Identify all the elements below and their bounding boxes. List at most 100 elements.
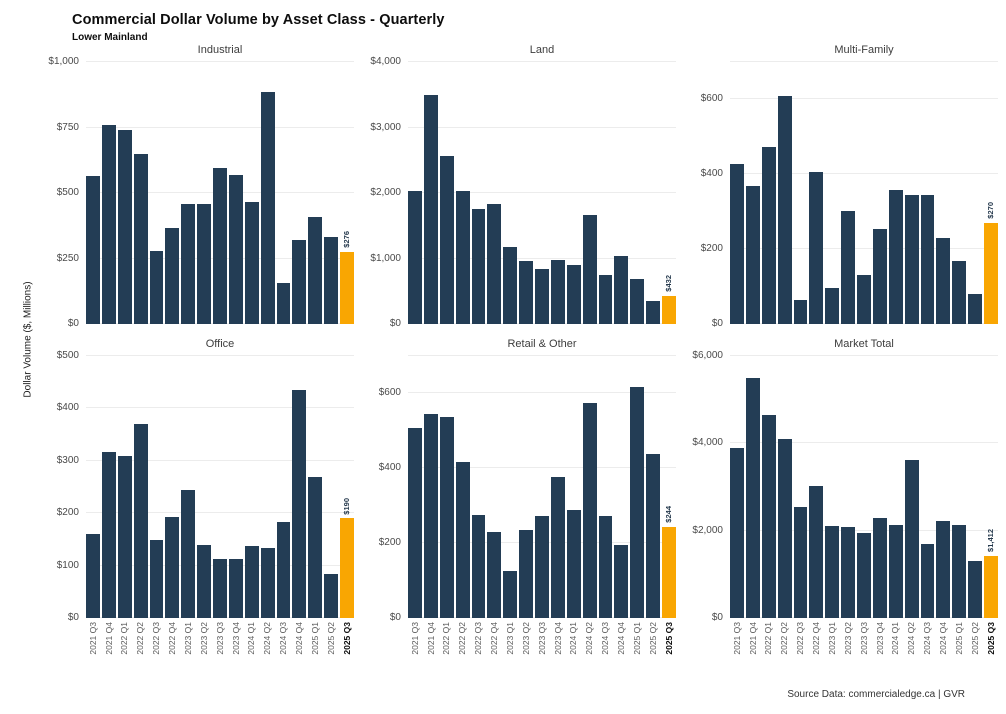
bar: [101, 452, 116, 618]
bar: [439, 156, 454, 324]
bar: [582, 215, 597, 324]
bar: [213, 559, 227, 618]
bar: [793, 300, 808, 324]
x-tick-label: 2024 Q1: [245, 622, 259, 680]
page-title: Commercial Dollar Volume by Asset Class …: [72, 12, 445, 28]
plot-area: $0 $1,000 $2,000 $3,000 $4,000 $432: [370, 57, 676, 329]
x-tick-text: 2024 Q4: [616, 622, 627, 655]
x-tick-text: 2023 Q1: [504, 622, 515, 655]
x-tick-label: 2025 Q3: [340, 622, 354, 680]
y-tick-label: $0: [711, 318, 723, 329]
x-tick-text: 2023 Q4: [230, 622, 241, 655]
bar: [614, 544, 629, 618]
chart-office: Office $0 $100 $200 $300 $400 $500 $190 2021 Q3 2…: [38, 338, 354, 680]
bar: [423, 414, 438, 618]
x-tick-text: 2022 Q4: [167, 622, 178, 655]
x-tick-label: 2024 Q2: [905, 622, 919, 680]
bar: [566, 510, 581, 618]
x-tick-label: 2024 Q4: [614, 622, 628, 680]
bar: [408, 191, 422, 324]
x-tick-label: 2024 Q3: [277, 622, 291, 680]
gridline: [86, 61, 354, 62]
x-tick-text: 2024 Q3: [278, 622, 289, 655]
bar: [455, 191, 470, 324]
gridline: [730, 248, 998, 250]
x-tick-label: 2023 Q1: [825, 622, 839, 680]
bar: [308, 477, 323, 618]
x-tick-label: 2022 Q1: [440, 622, 454, 680]
bar: [777, 438, 792, 618]
bar: [952, 524, 967, 618]
x-tick-label: 2022 Q2: [134, 622, 148, 680]
bar: [292, 389, 307, 618]
bar: [598, 274, 613, 324]
x-tick-text: 2022 Q2: [135, 622, 146, 655]
highlight-bar: $1,412: [984, 529, 998, 618]
x-tick-text: 2023 Q2: [842, 622, 853, 655]
chart-title-office: Office: [205, 338, 235, 350]
x-tick-label: 2025 Q3: [662, 622, 676, 680]
x-tick-text: 2022 Q3: [795, 622, 806, 655]
bar: [324, 573, 338, 618]
bar: [968, 294, 982, 324]
x-tick-label: 2024 Q3: [921, 622, 935, 680]
x-tick-text: 2024 Q3: [600, 622, 611, 655]
page-subtitle: Lower Mainland: [72, 32, 148, 43]
bar: [471, 514, 486, 618]
y-tick-label: $4,000: [692, 437, 723, 449]
chart-title-land: Land: [529, 44, 555, 56]
gridline: [730, 529, 998, 531]
bar: [630, 386, 645, 618]
bar-value-text: $244: [664, 506, 674, 523]
chart-title-multi-family: Multi-Family: [834, 44, 894, 56]
bar-value-label: $270: [984, 202, 998, 219]
x-tick-text: 2024 Q2: [584, 622, 595, 655]
bar: [857, 274, 871, 324]
gridline: [408, 192, 676, 193]
bar: [197, 545, 211, 618]
x-tick-text: 2023 Q4: [552, 622, 563, 655]
x-tick-text: 2022 Q1: [763, 622, 774, 655]
bar: [646, 301, 660, 324]
gridline: [408, 467, 676, 469]
y-tick-label: $4,000: [370, 56, 401, 67]
x-tick-text: 2022 Q2: [457, 622, 468, 655]
bar: [408, 427, 422, 618]
y-tick-label: $1,000: [370, 252, 401, 264]
bar-value-text: $270: [986, 202, 996, 219]
bar-value-text: $276: [342, 231, 352, 248]
plot-area: $0 $200 $400 $600 $244: [379, 355, 676, 623]
chart-land: Land $0 $1,000 $2,000 $3,000 $4,000 $432: [360, 44, 676, 329]
bar: [149, 250, 164, 324]
x-tick-label: 2025 Q1: [308, 622, 322, 680]
chart-market-total: Market Total $0 $2,000 $4,000 $6,000 $1,412 20…: [682, 338, 998, 680]
bars: $190: [86, 356, 354, 618]
plot-row: $0 $2,000 $4,000 $6,000 $1,412: [682, 351, 998, 623]
bar: [904, 460, 919, 618]
bar: [165, 517, 180, 618]
bar: [968, 561, 982, 618]
chart-header: Commercial Dollar Volume by Asset Class …: [72, 12, 445, 43]
x-axis-labels: 2021 Q3 2021 Q4 2022 Q1 2022 Q2 2022 Q3 2022 …: [360, 622, 676, 680]
bar: [872, 518, 887, 618]
bar: [582, 402, 597, 618]
x-tick-text: 2022 Q1: [441, 622, 452, 655]
x-tick-text: 2022 Q2: [779, 622, 790, 655]
x-tick-label: 2025 Q2: [646, 622, 660, 680]
x-tick-text: 2024 Q1: [890, 622, 901, 655]
y-tick-label: $0: [67, 318, 79, 329]
x-tick-label: 2025 Q3: [984, 622, 998, 680]
x-tick-label: 2022 Q3: [472, 622, 486, 680]
x-tick-text: 2021 Q4: [747, 622, 758, 655]
bar: [117, 456, 132, 618]
bar: [439, 417, 454, 618]
bar: [181, 204, 196, 324]
bars: $276: [86, 62, 354, 324]
y-tick-label: $250: [56, 252, 79, 264]
bar: [793, 507, 808, 618]
bar: [646, 454, 660, 618]
x-tick-label: 2024 Q4: [292, 622, 306, 680]
x-tick-label: 2025 Q2: [968, 622, 982, 680]
bar: [308, 217, 323, 324]
bar: [598, 516, 613, 618]
